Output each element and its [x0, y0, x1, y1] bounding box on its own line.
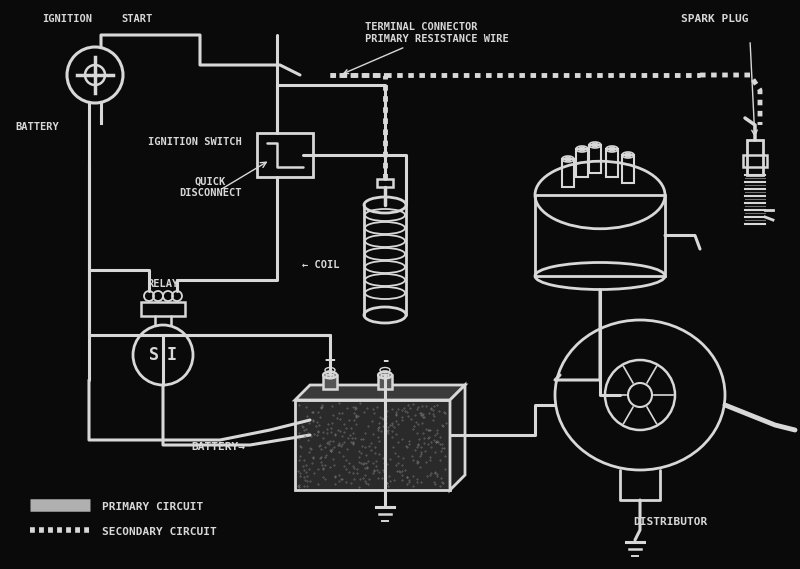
Bar — [747, 140, 763, 175]
Bar — [377, 179, 393, 187]
Ellipse shape — [378, 372, 392, 378]
Bar — [323, 375, 337, 389]
Ellipse shape — [323, 372, 337, 378]
Bar — [141, 302, 185, 316]
Text: PRIMARY CIRCUIT: PRIMARY CIRCUIT — [102, 502, 203, 512]
Text: BATTERY→: BATTERY→ — [191, 442, 245, 452]
Bar — [295, 400, 450, 490]
Text: ← COIL: ← COIL — [302, 260, 340, 270]
Text: TERMINAL CONNECTOR
PRIMARY RESISTANCE WIRE: TERMINAL CONNECTOR PRIMARY RESISTANCE WI… — [344, 22, 509, 73]
Text: SECONDARY CIRCUIT: SECONDARY CIRCUIT — [102, 527, 217, 537]
Text: IGNITION: IGNITION — [42, 14, 92, 24]
Text: RELAY: RELAY — [147, 279, 178, 289]
Bar — [606, 149, 618, 177]
Bar — [535, 195, 665, 276]
Text: DISTRIBUTOR: DISTRIBUTOR — [633, 517, 707, 527]
Bar — [743, 155, 767, 167]
Text: SPARK PLUG: SPARK PLUG — [682, 14, 749, 24]
Polygon shape — [450, 385, 465, 490]
Text: +: + — [324, 353, 336, 368]
Bar — [589, 145, 601, 173]
Bar — [622, 155, 634, 183]
Bar — [378, 375, 392, 389]
Text: QUICK
DISCONNECT: QUICK DISCONNECT — [178, 176, 242, 198]
Bar — [562, 159, 574, 187]
Text: S: S — [149, 346, 159, 364]
Text: -: - — [382, 353, 388, 368]
Bar — [257, 133, 313, 177]
Bar — [576, 149, 588, 177]
Text: IGNITION SWITCH: IGNITION SWITCH — [148, 137, 242, 147]
Text: I: I — [167, 346, 177, 364]
Text: START: START — [122, 14, 153, 24]
Text: BATTERY: BATTERY — [15, 122, 58, 132]
Polygon shape — [295, 385, 465, 400]
